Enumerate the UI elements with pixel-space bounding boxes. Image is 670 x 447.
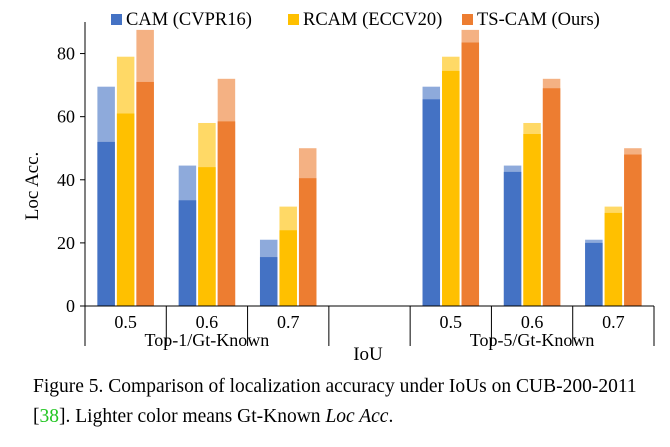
y-axis-label: Loc Acc.	[22, 152, 43, 221]
caption-italic: Loc Acc	[325, 406, 389, 427]
bar	[116, 113, 135, 306]
caption-middle: ]. Lighter color means Gt-Known	[59, 406, 326, 427]
group-label: Top-5/Gt-Known	[470, 330, 595, 350]
bar	[503, 171, 522, 306]
caption-suffix: .	[388, 406, 394, 427]
bar	[259, 257, 278, 306]
legend-label: CAM (CVPR16)	[126, 10, 252, 30]
x-tick-label: 0.7	[277, 312, 300, 332]
x-tick-label: 0.6	[521, 312, 544, 332]
bar	[217, 121, 236, 307]
bar	[136, 81, 154, 306]
caption-prefix: Figure 5. Comparison of localization acc…	[33, 376, 637, 427]
bar	[461, 42, 480, 307]
x-tick-label: 0.6	[196, 312, 219, 332]
bar	[298, 178, 317, 306]
bar	[624, 154, 642, 306]
bar	[585, 242, 603, 306]
x-axis-label: IoU	[353, 344, 383, 365]
bar	[279, 230, 297, 306]
legend-swatch	[288, 14, 299, 25]
y-axis: 0 20 40 60 80	[57, 22, 86, 316]
bar	[97, 141, 115, 306]
x-tick-label: 0.7	[602, 312, 625, 332]
bar	[198, 167, 216, 306]
bar-chart: CAM (CVPR16) RCAM (ECCV20) TS-CAM (Ours) 0…	[22, 10, 655, 365]
x-axis: 0.5 0.6 0.7 0.5 0.6 0.7 Top-1/Gt-Known Top-5/Gt…	[84, 305, 655, 350]
legend-swatch	[462, 14, 473, 25]
group-label: Top-1/Gt-Known	[145, 330, 270, 350]
y-tick-label: 60	[57, 107, 75, 127]
legend: CAM (CVPR16) RCAM (ECCV20) TS-CAM (Ours)	[111, 10, 600, 30]
caption-reference[interactable]: 38	[39, 406, 60, 427]
y-tick-label: 80	[57, 44, 75, 64]
legend-label: TS-CAM (Ours)	[477, 10, 600, 30]
bar	[422, 99, 441, 306]
x-tick-label: 0.5	[114, 312, 137, 332]
bar	[178, 200, 197, 306]
bar	[542, 88, 561, 307]
bars	[97, 29, 642, 307]
bar	[604, 212, 623, 306]
y-tick-label: 20	[57, 233, 75, 253]
bar	[442, 70, 460, 307]
legend-swatch	[111, 14, 122, 25]
bar	[523, 134, 541, 306]
y-tick-label: 40	[57, 170, 75, 190]
y-tick-label: 0	[66, 296, 75, 316]
legend-label: RCAM (ECCV20)	[303, 10, 442, 30]
figure-caption: Figure 5. Comparison of localization acc…	[33, 372, 653, 432]
x-tick-label: 0.5	[440, 312, 463, 332]
